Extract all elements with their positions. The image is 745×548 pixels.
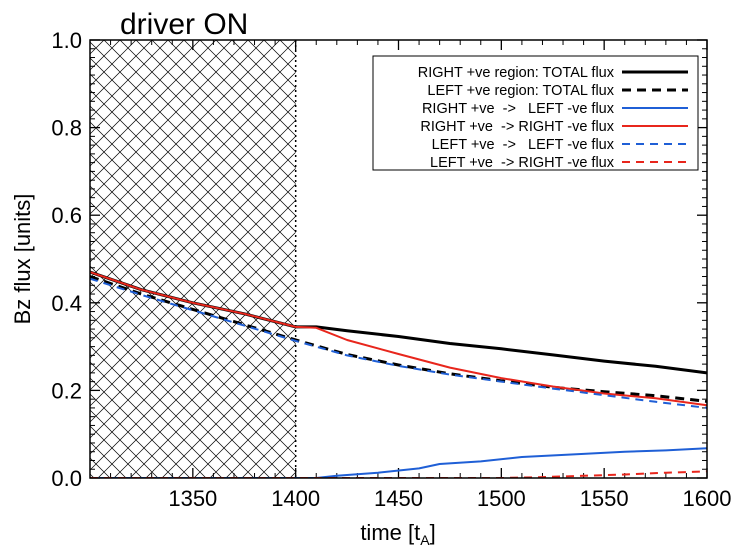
x-tick-label: 1350 [168, 486, 217, 511]
series-line-right-ve-left-ve-flux [90, 447, 707, 478]
legend-label: RIGHT +ve -> RIGHT -ve flux [420, 119, 614, 135]
x-tick-label: 1450 [374, 486, 423, 511]
legend-label: LEFT +ve -> RIGHT -ve flux [430, 155, 615, 171]
x-tick-label: 1500 [477, 486, 526, 511]
plot-frame [89, 39, 708, 479]
shaded-region [90, 40, 296, 478]
tick-labels: 1350 1400 1450 1500 1550 1600 0.0 0.2 0.4 0.6 0.8 1… [51, 28, 731, 511]
legend-label: RIGHT +ve region: TOTAL flux [418, 65, 615, 81]
legend-label: LEFT +ve region: TOTAL flux [427, 83, 614, 99]
series-line-right-ve-right-ve-flux [90, 271, 707, 407]
legend-label: RIGHT +ve -> LEFT -ve flux [422, 101, 615, 117]
y-tick-label: 0.2 [51, 378, 82, 403]
y-tick-label: 0.0 [51, 466, 82, 491]
series-line-left-ve-region-total-flux [90, 275, 707, 403]
x-tick-label: 1400 [271, 486, 320, 511]
x-tick-label: 1550 [580, 486, 629, 511]
y-axis-title: Bz flux [units] [10, 194, 35, 325]
y-tick-label: 0.6 [51, 203, 82, 228]
y-tick-label: 1.0 [51, 28, 82, 53]
legend-box [372, 55, 699, 171]
chart-title: driver ON [120, 8, 248, 41]
y-tick-label: 0.8 [51, 116, 82, 141]
series-line-left-ve-right-ve-flux [90, 470, 707, 478]
x-axis-title: time [tA] [360, 520, 435, 548]
legend-label: LEFT +ve -> LEFT -ve flux [432, 137, 615, 153]
x-tick-label: 1600 [683, 486, 732, 511]
legend: RIGHT +ve region: TOTAL flux LEFT +ve reg… [372, 55, 699, 171]
y-tick-label: 0.4 [51, 291, 82, 316]
series-lines [90, 270, 707, 478]
